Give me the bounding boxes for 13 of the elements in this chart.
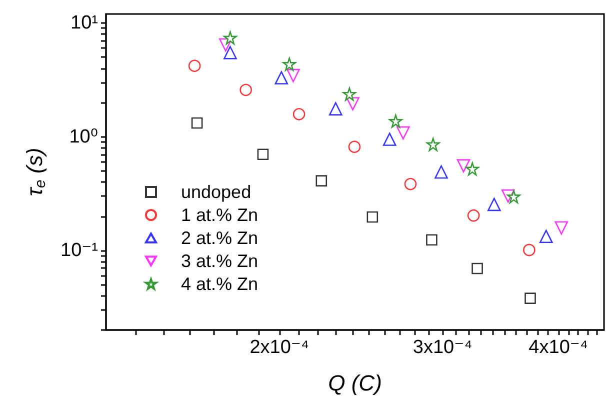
x-tick-label: 3x10⁻⁴	[412, 337, 472, 358]
legend-label: 4 at.% Zn	[181, 274, 258, 294]
y-axis-title: τe (s)	[22, 148, 49, 196]
legend-label: 1 at.% Zn	[181, 205, 258, 225]
y-tick-label: 10⁻¹	[60, 240, 98, 261]
x-tick-label: 2x10⁻⁴	[250, 337, 310, 358]
legend-label: 3 at.% Zn	[181, 251, 258, 271]
y-tick-label: 10¹	[70, 12, 98, 34]
legend-label: undoped	[181, 182, 252, 202]
legend-label: 2 at.% Zn	[181, 228, 258, 248]
y-tick-label: 10⁰	[69, 126, 98, 148]
x-axis-title: Q (C)	[328, 370, 382, 396]
x-tick-label: 4x10⁻⁴	[528, 337, 588, 358]
